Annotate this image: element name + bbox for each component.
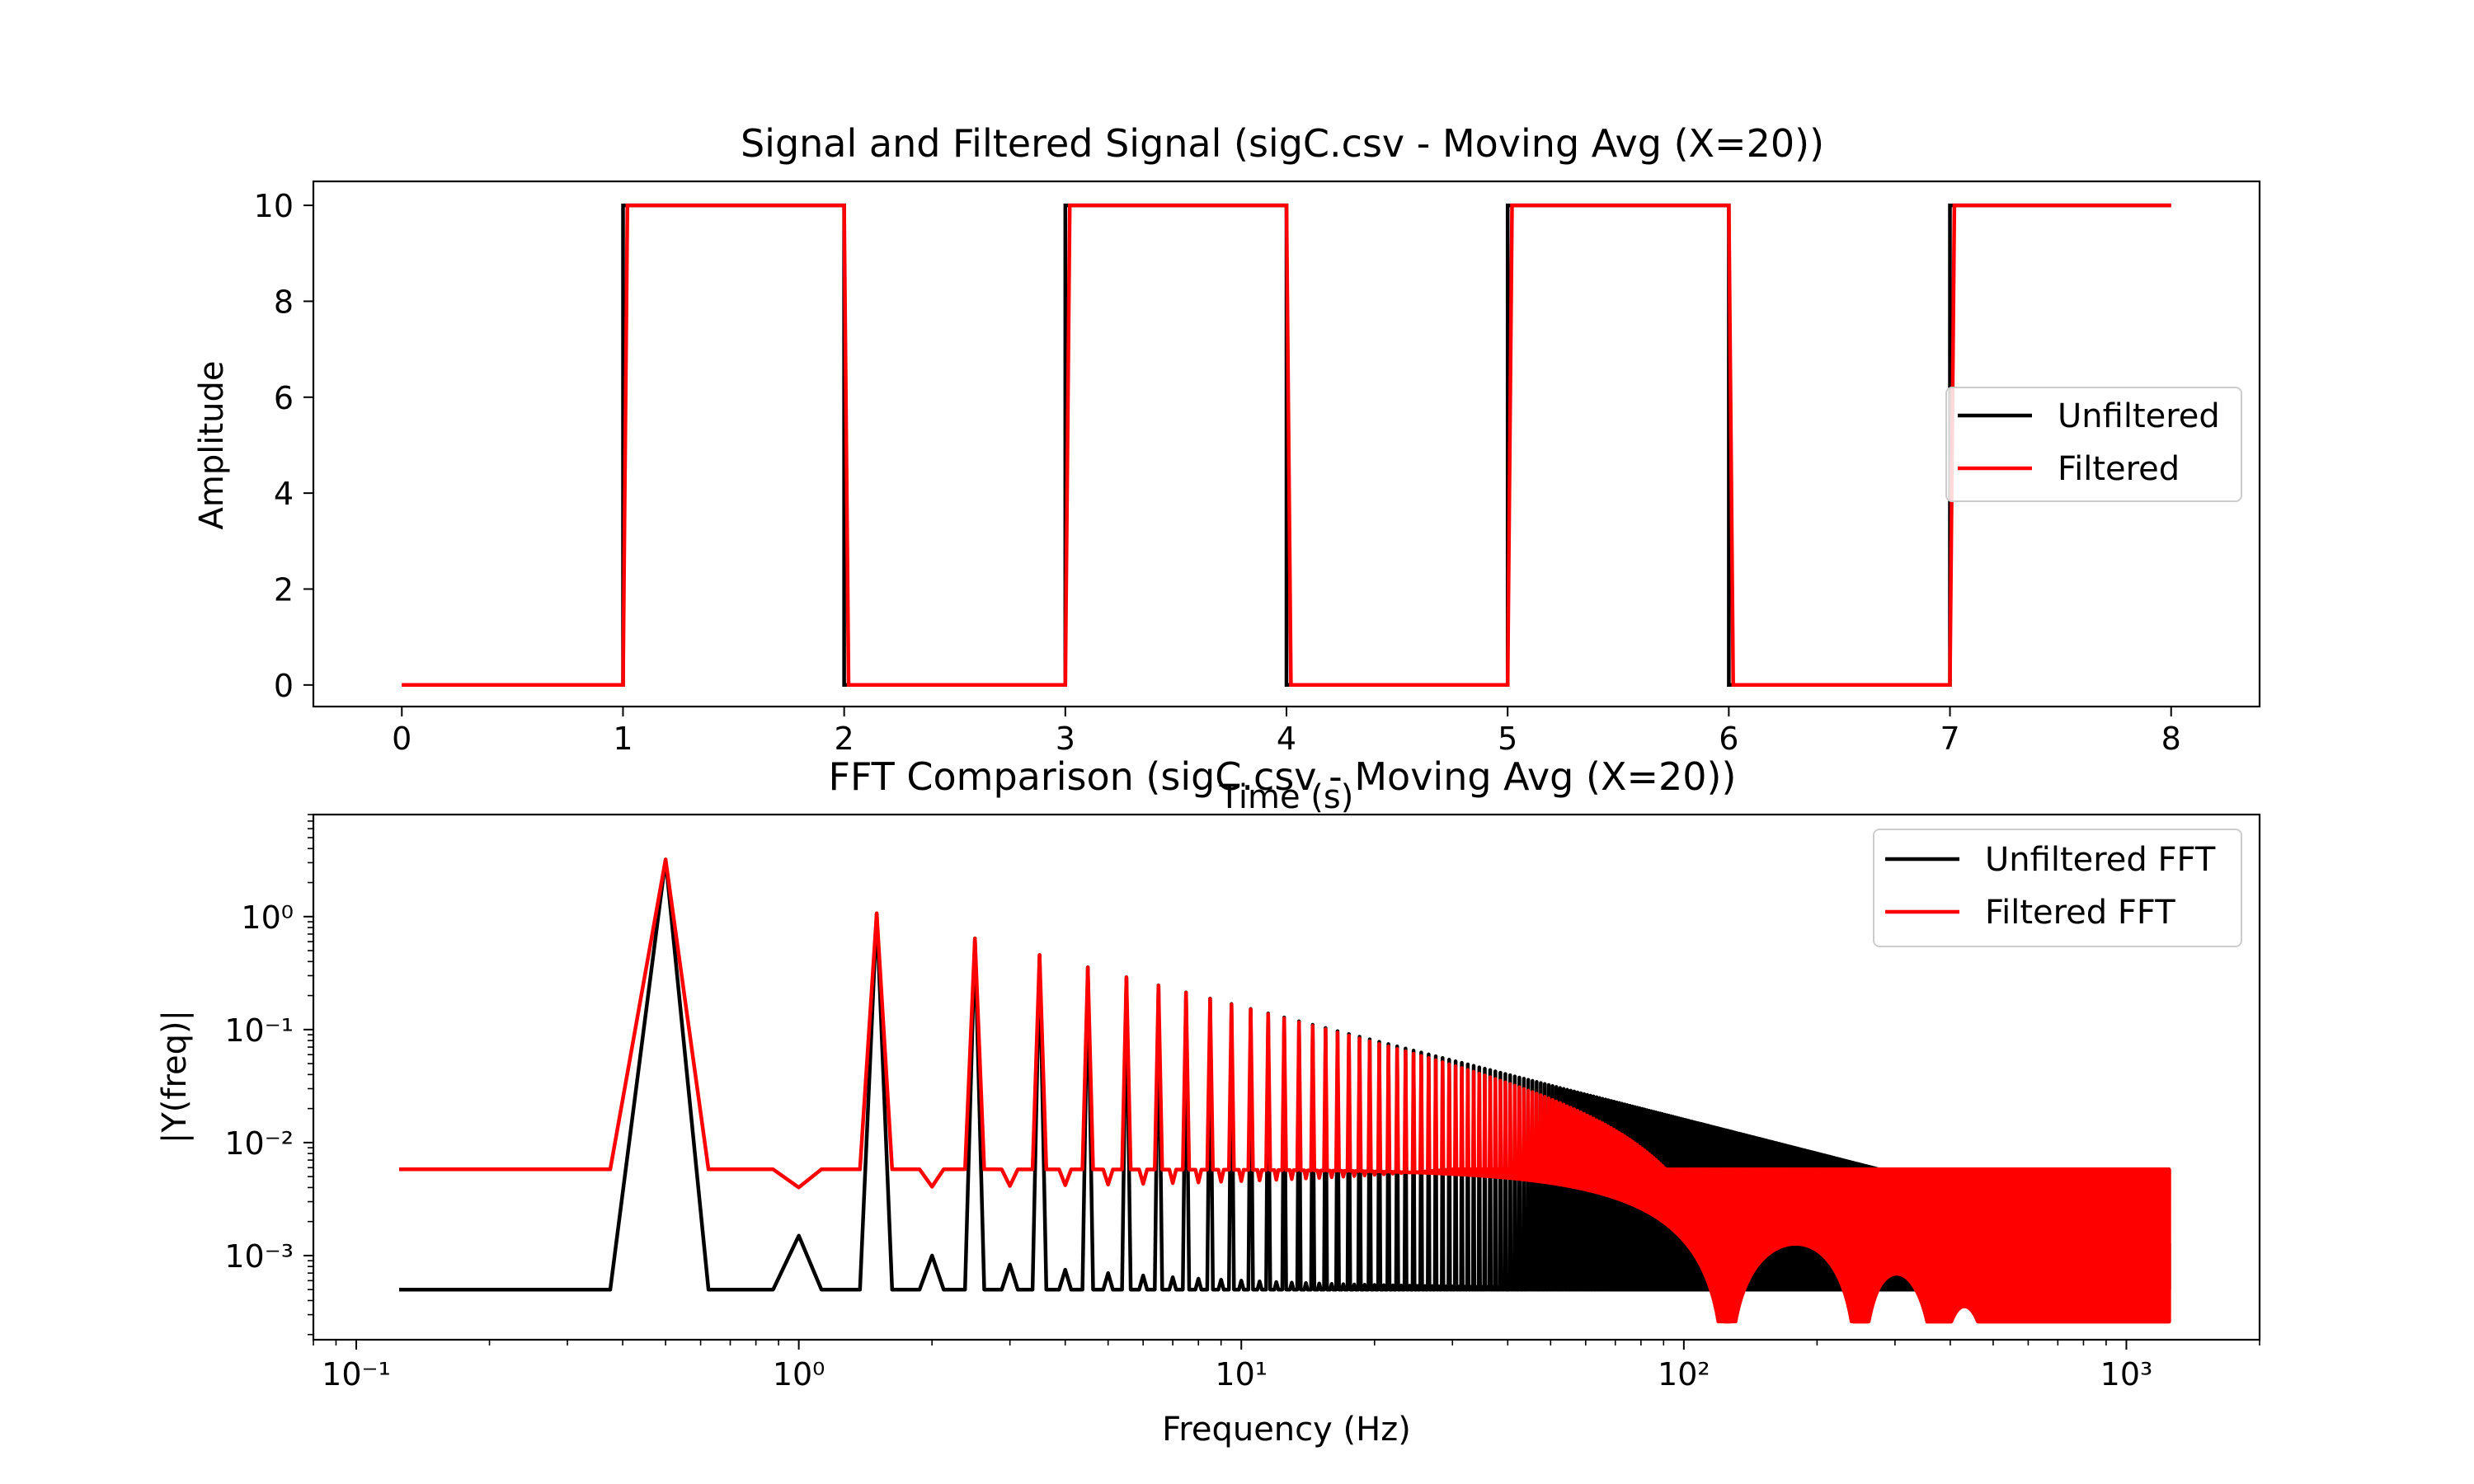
fft-x-axis-label: Frequency (Hz) xyxy=(1162,1411,1411,1449)
signal-y-tick-label: 10 xyxy=(254,188,294,224)
signal-x-tick-label: 0 xyxy=(392,721,412,757)
signal-x-ticks: 0 1 2 3 4 5 6 7 8 xyxy=(392,707,2181,757)
signal-axes-frame xyxy=(312,180,2261,708)
signal-x-axis-label: Time (s) xyxy=(1219,778,1354,816)
signal-y-ticks: 0 2 4 6 8 10 xyxy=(254,188,313,704)
fft-chart-title: FFT Comparison (sigC.csv - Moving Avg (X… xyxy=(829,754,1737,799)
fft-y-tick-label: 10⁰ xyxy=(241,899,294,936)
fft-legend-frame xyxy=(1873,829,2242,947)
signal-chart: Signal and Filtered Signal (sigC.csv - M… xyxy=(193,121,2261,816)
signal-y-tick-label: 8 xyxy=(274,284,294,320)
fft-x-tick-label: 10³ xyxy=(2100,1356,2153,1392)
signal-x-tick-label: 1 xyxy=(613,721,633,757)
fft-y-ticks: 10⁻³ 10⁻² 10⁻¹ 10⁰ xyxy=(224,814,313,1336)
legend-label-filtered: Filtered xyxy=(2058,450,2180,488)
signal-plot-area xyxy=(402,203,2171,688)
fft-y-tick-label: 10⁻³ xyxy=(224,1238,294,1275)
signal-x-tick-label: 3 xyxy=(1056,721,1075,757)
fft-x-tick-label: 10⁻¹ xyxy=(322,1356,391,1392)
signal-x-tick-label: 4 xyxy=(1277,721,1296,757)
legend-label-unfiltered-fft: Unfiltered FFT xyxy=(1985,841,2216,879)
fft-x-ticks: 10⁻¹ 10⁰ 10¹ 10² 10³ xyxy=(313,1340,2260,1392)
signal-y-tick-label: 2 xyxy=(274,571,294,608)
fft-legend: Unfiltered FFT Filtered FFT xyxy=(1873,829,2242,947)
legend-label-filtered-fft: Filtered FFT xyxy=(1985,894,2175,932)
fft-y-axis-label: |Y(freq)| xyxy=(156,1010,194,1144)
fft-y-tick-label: 10⁻¹ xyxy=(224,1012,294,1049)
legend-label-unfiltered: Unfiltered xyxy=(2058,397,2220,435)
fft-y-tick-label: 10⁻² xyxy=(224,1125,294,1162)
signal-x-tick-label: 2 xyxy=(835,721,854,757)
signal-y-axis-label: Amplitude xyxy=(193,361,231,530)
fft-x-tick-label: 10⁰ xyxy=(773,1356,825,1392)
signal-x-tick-label: 7 xyxy=(1940,721,1959,757)
signal-series-line-filtered xyxy=(402,203,2171,688)
fft-plot-area xyxy=(399,857,2171,1324)
fft-series-line-filtered xyxy=(399,857,2171,1324)
signal-y-tick-label: 4 xyxy=(274,476,294,512)
fft-chart: 10⁻¹ 10⁰ 10¹ 10² 10³ 10⁻³ 10⁻² 10⁻¹ 10⁰ FFT Com… xyxy=(156,754,2261,1449)
fft-axes-frame xyxy=(312,813,2261,1341)
signal-x-tick-label: 8 xyxy=(2161,721,2181,757)
fft-x-tick-label: 10¹ xyxy=(1215,1356,1268,1392)
signal-y-tick-label: 6 xyxy=(274,380,294,416)
signal-x-tick-label: 5 xyxy=(1498,721,1517,757)
fft-x-tick-label: 10² xyxy=(1658,1356,1710,1392)
signal-chart-title: Signal and Filtered Signal (sigC.csv - M… xyxy=(741,121,1824,166)
signal-legend: Unfiltered Filtered xyxy=(1945,387,2242,502)
signal-x-tick-label: 6 xyxy=(1719,721,1738,757)
signal-y-tick-label: 0 xyxy=(274,668,294,704)
